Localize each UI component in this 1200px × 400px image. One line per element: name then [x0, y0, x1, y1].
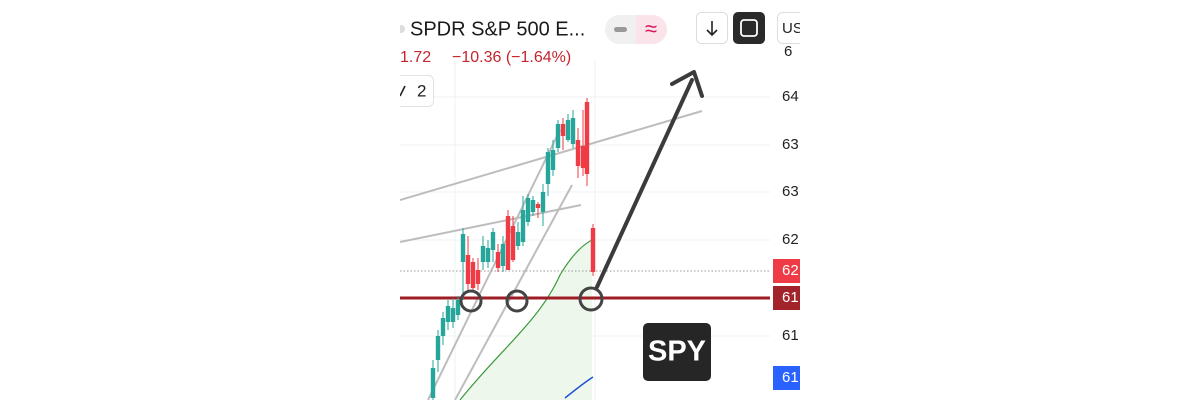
moving-average-long [564, 376, 594, 399]
line-price-box [773, 286, 800, 310]
ma-price-box [773, 366, 800, 390]
candle-body [570, 118, 576, 144]
candle-body [565, 120, 571, 140]
candle-body [525, 198, 531, 222]
candle-body [530, 200, 536, 212]
candle-body [584, 102, 590, 174]
symbol-title[interactable]: SPDR S&P 500 E... [410, 18, 585, 40]
fullscreen-icon [742, 25, 756, 31]
candle-body [435, 336, 441, 360]
badge-text: SPY [648, 336, 706, 368]
indicators-count: 2 [417, 81, 426, 100]
candle-body [540, 192, 546, 212]
app-view: SPY 6 64 63 63 62 62 61 61 61 SPDR S&P 5… [391, 0, 818, 400]
axis-label: 61 [782, 369, 799, 386]
axis-label: 64 [782, 88, 799, 105]
candle-body [430, 368, 436, 398]
candle-body [455, 300, 461, 315]
fullscreen-icon [740, 19, 758, 37]
candle-body [460, 234, 466, 262]
candle-body [495, 252, 501, 268]
candle-body [480, 246, 486, 262]
arrow [595, 78, 694, 289]
symbol-badge [643, 323, 711, 381]
candle-body [500, 244, 506, 266]
currency-button[interactable] [777, 12, 818, 44]
plot-area: SPY [400, 60, 770, 400]
circle-marker [505, 289, 529, 313]
candle-body [490, 232, 496, 250]
indicators-icon [400, 85, 406, 97]
ma-band [460, 240, 592, 400]
toggle-active [636, 15, 667, 44]
down-icon [706, 21, 718, 37]
candle-body [550, 150, 556, 170]
price-change: −10.36 (−1.64%) [452, 49, 571, 66]
candle-body [485, 248, 491, 262]
candle-body [590, 228, 596, 272]
candles [430, 98, 596, 400]
channel-line [427, 129, 561, 400]
candle-body [440, 318, 446, 336]
arrow-head [670, 70, 704, 98]
candle-body [580, 146, 586, 168]
symbol-icon [400, 25, 405, 33]
moving-average [459, 239, 593, 400]
background [400, 0, 800, 400]
candle-body [575, 140, 581, 166]
candle-body [470, 262, 476, 288]
circle-marker [578, 286, 604, 312]
candle-body [450, 308, 456, 322]
candle-body [465, 255, 471, 284]
candle-body [535, 204, 541, 208]
candle-body [445, 306, 451, 322]
axis-label: 62 [782, 262, 799, 279]
axis-label: 62 [782, 231, 799, 248]
axis-label: 61 [782, 327, 799, 344]
circle-marker [459, 289, 483, 313]
toggle-icon: ≈ [645, 16, 657, 41]
toggle-icon [614, 27, 627, 32]
axis-label: 6 [784, 43, 792, 60]
axis-label: 63 [782, 183, 799, 200]
candle-body [475, 270, 481, 284]
axis-label: 63 [782, 136, 799, 153]
candle-body [545, 152, 551, 184]
last-price-box [773, 259, 800, 283]
indicators-button[interactable] [391, 75, 434, 107]
price: 1.72 [400, 49, 431, 66]
trend-line [400, 204, 582, 243]
candle-body [520, 210, 526, 242]
candle-body [510, 226, 516, 260]
candle-body [515, 232, 521, 246]
currency: US [782, 20, 803, 37]
candle-body [555, 124, 561, 148]
candle-body [505, 216, 511, 270]
candle-body [560, 124, 566, 136]
axis-label: 61 [782, 289, 799, 306]
